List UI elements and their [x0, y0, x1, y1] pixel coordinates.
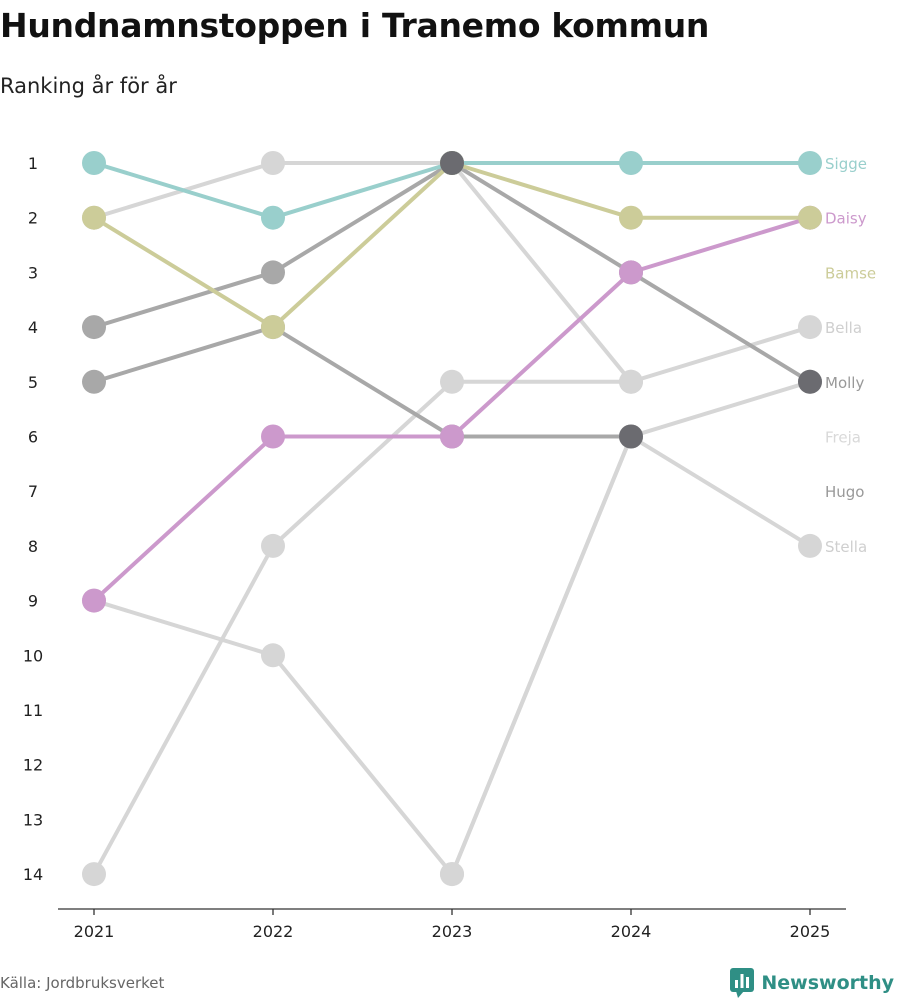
series-marker-unnamed: [440, 862, 464, 887]
series-marker-freja: [261, 151, 285, 175]
series-marker-molly: [82, 315, 106, 340]
series-label-bamse: Bamse: [825, 264, 876, 282]
series-line-unnamed: [450, 379, 812, 877]
chart-subtitle: Ranking år för år: [0, 74, 177, 98]
series-label-hugo: Hugo: [825, 483, 865, 501]
series-line-bamse: [92, 161, 812, 330]
y-tick-label: 12: [23, 756, 43, 775]
brand-logo[interactable]: Newsworthy: [730, 968, 894, 998]
x-tick-label: 2024: [611, 922, 652, 941]
source-note: Källa: Jordbruksverket: [0, 974, 165, 992]
series-line-bella: [92, 325, 812, 877]
series-marker-bamse: [619, 205, 643, 230]
bar-chart-speech-icon: [730, 968, 755, 998]
highlight-marker: [440, 151, 464, 175]
y-tick-label: 11: [23, 701, 43, 720]
y-tick-label: 8: [28, 537, 38, 556]
series-marker-sigge: [261, 205, 285, 230]
series-line-hugo: [92, 325, 633, 439]
y-tick-label: 10: [23, 646, 43, 665]
series-marker-daisy: [261, 424, 285, 449]
series-marker-bamse: [82, 205, 106, 230]
series-label-daisy: Daisy: [825, 210, 867, 228]
series-label-stella: Stella: [825, 538, 867, 556]
series-markers: [82, 151, 822, 887]
y-tick-label: 13: [23, 810, 43, 829]
series-label-freja: Freja: [825, 429, 861, 447]
series-marker-sigge: [798, 151, 822, 175]
y-tick-label: 4: [28, 318, 38, 337]
x-tick-label: 2022: [253, 922, 294, 941]
series-marker-bamse: [261, 315, 285, 340]
series-line-daisy: [92, 215, 812, 603]
series-label-sigge: Sigge: [825, 155, 867, 173]
brand-name: Newsworthy: [761, 972, 894, 994]
x-tick-label: 2021: [74, 922, 115, 941]
y-tick-label: 9: [28, 592, 38, 611]
series-marker-hugo: [82, 369, 106, 394]
series-marker-stella: [798, 533, 822, 558]
series-marker-bella: [261, 533, 285, 558]
x-tick-label: 2025: [790, 922, 831, 941]
y-tick-label: 3: [28, 263, 38, 282]
series-marker-daisy: [440, 424, 464, 449]
y-tick-label: 14: [23, 865, 43, 884]
x-tick-label: 2023: [432, 922, 473, 941]
series-labels: Sigge Daisy Bamse Bella Molly Freja Hugo Stella: [825, 155, 876, 556]
series-marker-stella: [261, 643, 285, 668]
series-marker-molly: [261, 260, 285, 285]
highlight-marker: [619, 424, 643, 449]
y-tick-label: 2: [28, 209, 38, 228]
chart-title: Hundnamnstoppen i Tranemo kommun: [0, 6, 710, 45]
series-label-molly: Molly: [825, 374, 864, 392]
series-marker-freja: [619, 369, 643, 394]
series-marker-sigge: [619, 151, 643, 175]
highlight-marker: [798, 369, 822, 394]
series-label-bella: Bella: [825, 319, 862, 337]
series-lines: [92, 161, 812, 877]
x-axis-ticks: 2021 2022 2023 2024 2025: [74, 909, 831, 941]
series-marker-bella: [82, 862, 106, 887]
series-marker-bella: [798, 315, 822, 340]
series-marker-daisy: [619, 260, 643, 285]
y-tick-label: 7: [28, 482, 38, 501]
y-tick-label: 1: [28, 154, 38, 173]
series-line-freja: [92, 161, 633, 384]
y-tick-label: 6: [28, 428, 38, 447]
series-marker-sigge: [82, 151, 106, 175]
y-tick-label: 5: [28, 373, 38, 392]
series-marker-daisy: [82, 588, 106, 613]
series-marker-bella: [440, 369, 464, 394]
series-marker-bamse: [798, 205, 822, 230]
